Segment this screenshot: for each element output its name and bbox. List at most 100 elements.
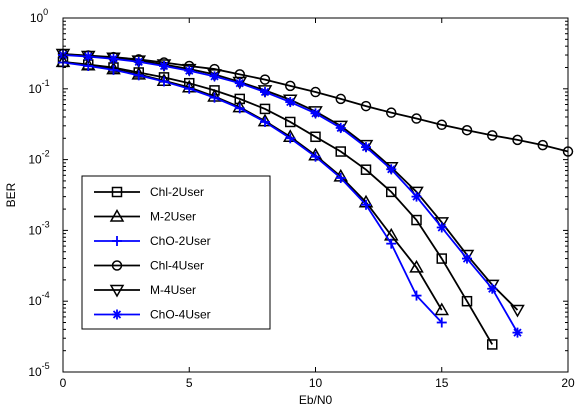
y-tick-label-exponent: -3 — [42, 219, 50, 229]
data-point — [436, 253, 447, 264]
data-point — [487, 130, 498, 141]
data-point — [361, 199, 371, 210]
legend-label: ChO-2User — [150, 234, 211, 248]
data-point — [436, 317, 447, 328]
y-tick-label-base: 10 — [28, 294, 42, 308]
data-point — [436, 222, 447, 233]
data-point — [512, 134, 523, 146]
y-tick-label: 10-5 — [28, 361, 49, 379]
y-tick-label: 10-2 — [28, 149, 49, 167]
data-point — [409, 259, 424, 273]
y-tick-label: 10-4 — [28, 290, 49, 308]
data-point — [411, 290, 422, 301]
data-point — [461, 295, 473, 307]
data-point — [209, 92, 220, 103]
legend-item: Chl-2User — [94, 185, 204, 199]
data-point — [537, 139, 548, 151]
series-ChO-2User — [58, 57, 447, 328]
y-tick-label-exponent: -2 — [42, 149, 50, 159]
y-axis-label: BER — [4, 182, 18, 207]
y-tick-label-exponent: 0 — [43, 7, 48, 17]
legend-box — [81, 175, 271, 330]
data-point — [386, 238, 397, 249]
y-tick-label-exponent: -5 — [42, 361, 50, 371]
data-point — [260, 116, 270, 127]
y-tick-label-exponent: -1 — [42, 78, 50, 88]
data-point — [285, 116, 296, 128]
data-point — [234, 103, 245, 114]
y-tick-label: 100 — [30, 7, 48, 25]
data-point — [184, 65, 195, 76]
data-point — [285, 133, 296, 144]
legend-marker — [112, 236, 122, 246]
data-point — [310, 151, 321, 162]
data-point — [461, 124, 473, 136]
y-tick-label-base: 10 — [28, 365, 42, 379]
data-point — [411, 113, 422, 124]
legend-marker — [112, 309, 122, 320]
x-tick-label: 0 — [60, 376, 67, 390]
data-point — [259, 74, 271, 85]
series-line — [62, 61, 443, 324]
data-point — [386, 164, 397, 175]
data-point — [285, 97, 296, 108]
legend-label: M-2User — [150, 210, 196, 224]
data-point — [383, 161, 399, 175]
x-tick-label: 10 — [309, 376, 323, 390]
data-point — [462, 253, 472, 264]
series-line — [62, 53, 569, 153]
data-point — [361, 142, 371, 153]
legend-label: M-4User — [150, 283, 196, 297]
y-tick-label-exponent: -4 — [42, 290, 50, 300]
x-tick-label: 5 — [186, 376, 193, 390]
legend-label: ChO-4User — [150, 308, 211, 322]
legend-marker — [109, 284, 125, 298]
data-point — [436, 119, 447, 131]
y-tick-label-base: 10 — [28, 153, 42, 167]
data-point — [108, 64, 119, 75]
data-point — [512, 327, 523, 338]
y-tick-label: 10-1 — [28, 78, 49, 96]
y-tick-label-base: 10 — [28, 223, 42, 237]
data-point — [434, 302, 450, 316]
data-point — [83, 51, 94, 62]
legend-item: ChO-4User — [94, 308, 211, 322]
y-tick-label-base: 10 — [28, 82, 42, 96]
data-point — [411, 191, 422, 202]
data-point — [335, 93, 346, 105]
data-point — [487, 283, 498, 294]
data-point — [335, 172, 346, 183]
data-point — [335, 122, 346, 133]
x-tick-label: 20 — [561, 376, 575, 390]
data-point — [108, 53, 119, 64]
data-point — [184, 83, 195, 94]
x-tick-label: 15 — [435, 376, 449, 390]
data-point — [259, 103, 271, 115]
data-point — [411, 214, 422, 226]
data-point — [360, 164, 372, 175]
data-point — [209, 71, 220, 82]
data-point — [386, 186, 397, 198]
data-point — [234, 78, 245, 89]
legend-marker — [111, 260, 123, 271]
data-point — [310, 131, 321, 143]
data-point — [487, 339, 498, 350]
legend-item: M-2User — [94, 208, 196, 224]
legend-marker — [109, 208, 125, 222]
data-point — [133, 70, 144, 81]
data-point — [260, 87, 270, 98]
legend-label: Chl-2User — [150, 185, 204, 199]
x-axis-label: Eb/N0 — [299, 393, 333, 407]
legend-item: Chl-4User — [94, 259, 204, 273]
data-point — [310, 108, 321, 119]
data-point — [510, 304, 525, 318]
legend-item: M-4User — [94, 283, 196, 298]
legend: Chl-2User M-2User ChO-2User Chl-4User M-4Use… — [81, 175, 271, 330]
data-point — [285, 80, 296, 92]
data-point — [335, 146, 346, 157]
data-point — [386, 107, 397, 118]
data-point — [360, 100, 372, 112]
series-layer — [55, 48, 574, 350]
